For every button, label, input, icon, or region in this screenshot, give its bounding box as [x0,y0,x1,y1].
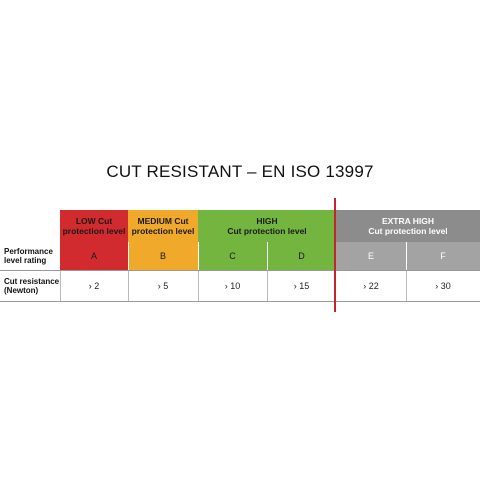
rating-b: B [128,242,198,270]
resistance-separator [128,271,129,301]
resistance-b: › 5 [128,271,198,301]
header-high: HIGH Cut protection level [198,210,336,242]
resistance-e: › 22 [336,271,406,301]
resistance-separator [60,271,61,301]
rating-e: E [336,242,406,270]
row-divider [0,270,480,271]
rating-separator [406,242,407,270]
row-label-performance: Performance level rating [0,242,60,270]
header-medium-line-1: MEDIUM Cut [137,216,189,226]
rating-separator [267,242,268,270]
header-low-line-2: protection level [62,226,126,236]
resistance-c: › 10 [198,271,267,301]
resistance-separator [267,271,268,301]
row-label-performance-line-2: level rating [4,256,47,265]
table-bottom-rule [0,301,480,302]
page-title: CUT RESISTANT – EN ISO 13997 [106,162,374,181]
rating-d: D [267,242,336,270]
rating-separator [128,242,129,270]
header-extra-high: EXTRA HIGH Cut protection level [336,210,480,242]
resistance-d: › 15 [267,271,336,301]
header-medium: MEDIUM Cut protection level [128,210,198,242]
rating-f: F [406,242,480,270]
header-low-line-1: LOW Cut [75,216,113,226]
header-extra-high-line-1: EXTRA HIGH [381,216,435,226]
row-label-resistance-line-2: (Newton) [4,286,39,295]
header-high-line-2: Cut protection level [227,226,307,236]
row-label-performance-line-1: Performance [4,247,53,256]
extra-high-divider-line [334,198,336,312]
header-low: LOW Cut protection level [60,210,128,242]
cut-protection-table: LOW Cut protection level MEDIUM Cut prot… [0,210,480,302]
header-medium-line-2: protection level [131,226,195,236]
row-label-resistance: Cut resistance (Newton) [0,271,60,301]
rating-c: C [198,242,267,270]
resistance-separator [406,271,407,301]
header-high-line-1: HIGH [256,216,278,226]
rating-a: A [60,242,128,270]
header-extra-high-line-2: Cut protection level [368,226,448,236]
resistance-separator [198,271,199,301]
resistance-f: › 30 [406,271,480,301]
rating-separator [198,242,199,270]
row-label-resistance-line-1: Cut resistance [4,277,60,286]
resistance-a: › 2 [60,271,128,301]
